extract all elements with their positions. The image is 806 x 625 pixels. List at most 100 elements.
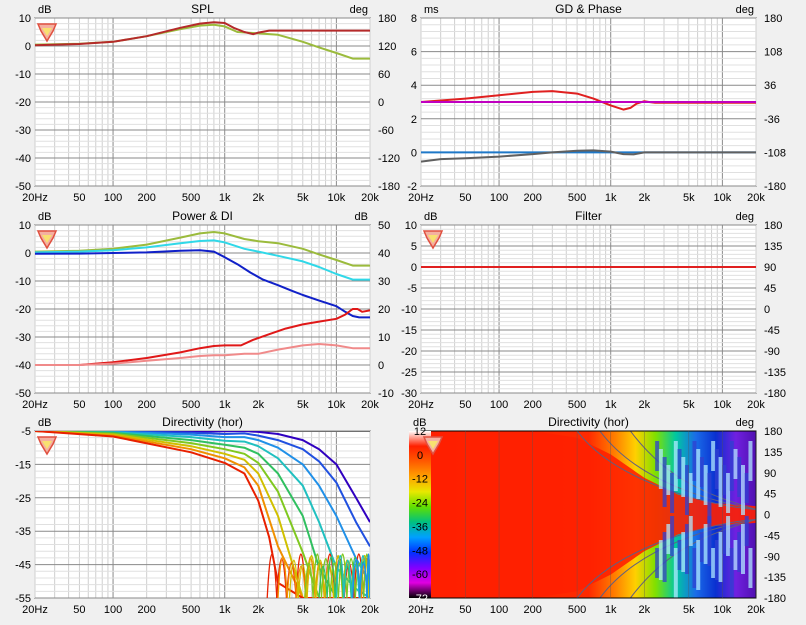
series-line-6 (35, 431, 370, 598)
chart-title: SPL (191, 2, 214, 16)
colorbar-tick-label: 0 (417, 450, 423, 462)
series-line-1 (35, 21, 370, 47)
panel-dirmap: 12 0 -12 -24 -36 -48 -60 -72 Directivity (hor) dB… (408, 415, 786, 616)
x-tick-label: 200 (137, 604, 155, 616)
lobe-line (366, 553, 370, 598)
lobe-speckle (673, 441, 678, 491)
x-tick-label: 100 (490, 604, 508, 616)
left-tick-label: -40 (15, 153, 31, 165)
series-line-9 (35, 431, 370, 598)
x-tick-label: 2k (253, 604, 265, 616)
right-tick-label: -135 (764, 572, 786, 584)
lobe-speckle (688, 473, 693, 503)
left-tick-label: -30 (15, 125, 31, 137)
lobe-line (286, 561, 298, 598)
plot-content (421, 90, 756, 163)
x-tick-label: 1k (219, 604, 231, 616)
lobe-speckle (748, 441, 753, 481)
lobe-speckle (692, 548, 697, 588)
left-tick-label: -10 (15, 276, 31, 288)
left-tick-label: -5 (407, 283, 417, 295)
lobe-speckle (718, 457, 723, 507)
series-line-2 (35, 431, 370, 547)
series-line-5 (35, 431, 370, 598)
lobe-line (346, 558, 356, 598)
lobe-line (359, 562, 368, 598)
logo-icon (422, 230, 444, 250)
lobe-speckle (718, 532, 723, 582)
left-tick-label: -20 (401, 346, 417, 358)
logo-icon (36, 436, 58, 456)
left-tick-label: -50 (15, 181, 31, 193)
left-tick-label: 10 (19, 13, 31, 25)
right-tick-label: 10 (378, 332, 390, 344)
x-tick-label: 1k (219, 192, 231, 204)
lobe-group (266, 553, 370, 598)
lobe-line (315, 559, 326, 598)
lobe-speckle (711, 441, 716, 471)
x-tick-label: 200 (523, 604, 541, 616)
lobe-speckle (673, 548, 678, 598)
right-tick-label: -120 (378, 153, 400, 165)
left-tick-label: 0 (411, 262, 417, 274)
main-lobe (421, 431, 756, 598)
logo-inner (42, 441, 52, 449)
x-tick-label: 500 (568, 604, 586, 616)
left-tick-label: -30 (401, 388, 417, 400)
x-tick-label: 5k (683, 604, 695, 616)
right-tick-label: 20 (378, 304, 390, 316)
colorbar-tick-label: 12 (414, 426, 426, 438)
x-tick-label: 10k (328, 192, 346, 204)
series-line-7 (35, 431, 370, 598)
lobe-speckle (655, 441, 660, 471)
right-tick-label: -45 (764, 530, 780, 542)
x-tick-label: 20k (361, 192, 379, 204)
lobe-speckle (685, 465, 690, 515)
right-axis-unit: deg (350, 4, 368, 16)
heatmap-area (421, 431, 756, 598)
x-tick-label: 20k (747, 604, 765, 616)
lobe-speckle (726, 473, 731, 513)
right-tick-label: 108 (764, 47, 782, 59)
x-tick-label: 100 (490, 399, 508, 411)
right-tick-label: -90 (764, 346, 780, 358)
lobe-speckle (677, 449, 682, 479)
lobe-line (352, 558, 361, 598)
lobe-speckle (703, 524, 708, 564)
left-tick-label: 5 (411, 241, 417, 253)
right-tick-label: 120 (378, 41, 396, 53)
lobe-line (304, 562, 314, 598)
series-line-3 (35, 431, 370, 584)
series-group (35, 431, 370, 598)
lobe-speckle (722, 465, 727, 495)
lobe-speckle (707, 473, 712, 523)
left-tick-label: 2 (411, 114, 417, 126)
right-tick-label: -180 (764, 181, 786, 193)
lobe-speckle (733, 540, 738, 570)
x-tick-label: 10k (714, 604, 732, 616)
lobe-line (288, 559, 299, 598)
left-tick-label: -15 (15, 459, 31, 471)
colorbar-tick-label: -36 (412, 521, 428, 533)
right-tick-label: 135 (764, 241, 782, 253)
left-axis-unit: dB (413, 417, 426, 429)
lobe-speckle (737, 457, 742, 497)
right-tick-label: 30 (378, 276, 390, 288)
series-line-0 (35, 231, 370, 267)
lobe-speckle (744, 473, 749, 503)
lobe-speckle (666, 465, 671, 495)
lobe-speckle (733, 449, 738, 479)
left-tick-label: -55 (15, 593, 31, 605)
right-tick-label: -180 (764, 388, 786, 400)
lobe-speckle (688, 516, 693, 546)
logo-inner (428, 441, 438, 449)
left-axis-unit: dB (38, 211, 51, 223)
right-axis-unit: deg (736, 417, 754, 429)
lobe-speckle (699, 532, 704, 562)
x-tick-label: 20Hz (22, 192, 48, 204)
right-tick-label: 0 (764, 304, 770, 316)
right-tick-label: -10 (378, 388, 394, 400)
right-tick-label: 90 (764, 468, 776, 480)
